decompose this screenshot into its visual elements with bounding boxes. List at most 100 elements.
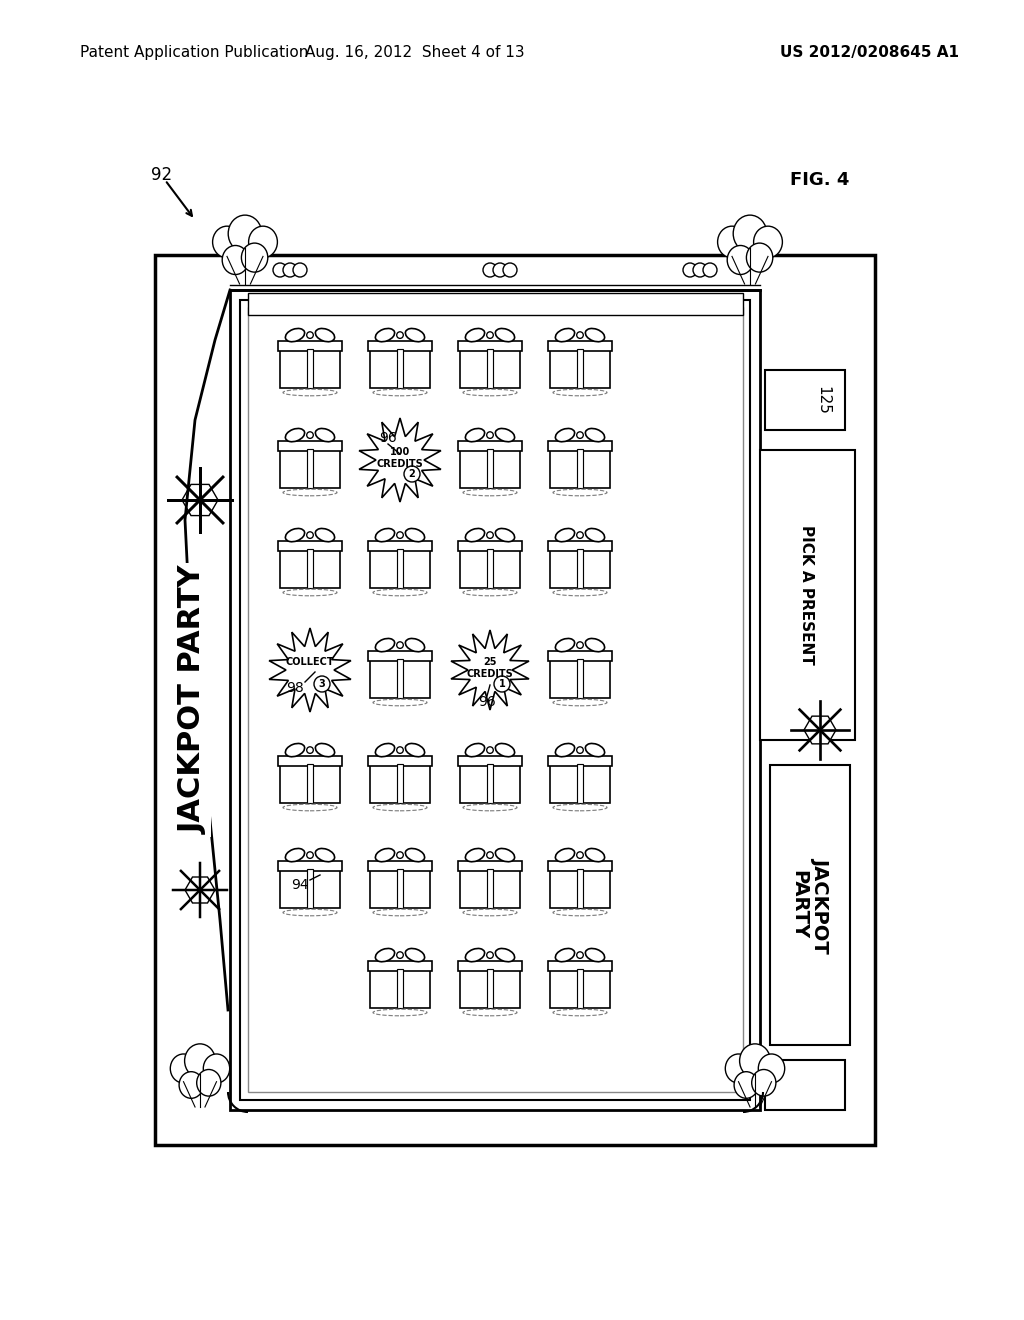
Text: 100: 100	[390, 447, 411, 457]
Bar	[230, 290, 760, 1110]
Bar	[280, 348, 340, 388]
Circle shape	[396, 331, 403, 338]
Ellipse shape	[222, 246, 249, 275]
Ellipse shape	[286, 528, 304, 541]
Bar	[397, 764, 403, 803]
Circle shape	[307, 331, 313, 338]
Bar	[370, 549, 430, 587]
Ellipse shape	[286, 429, 304, 442]
Ellipse shape	[406, 849, 425, 862]
Bar	[577, 449, 583, 487]
Bar	[307, 348, 313, 388]
Circle shape	[307, 532, 313, 539]
Bar	[548, 341, 612, 351]
Circle shape	[273, 263, 287, 277]
Text: Patent Application Publication: Patent Application Publication	[80, 45, 308, 59]
Ellipse shape	[376, 849, 394, 862]
Circle shape	[703, 263, 717, 277]
Ellipse shape	[586, 949, 604, 962]
Text: Aug. 16, 2012  Sheet 4 of 13: Aug. 16, 2012 Sheet 4 of 13	[305, 45, 525, 59]
Ellipse shape	[465, 429, 484, 442]
Ellipse shape	[555, 528, 574, 541]
Circle shape	[577, 532, 584, 539]
Bar	[577, 549, 583, 587]
Bar	[368, 961, 432, 972]
Bar	[370, 348, 430, 388]
Ellipse shape	[496, 429, 515, 442]
Circle shape	[493, 263, 507, 277]
Text: JACKPOT PARTY: JACKPOT PARTY	[178, 566, 208, 834]
Circle shape	[483, 263, 497, 277]
Ellipse shape	[752, 1069, 776, 1096]
Bar	[770, 766, 850, 1045]
Ellipse shape	[315, 329, 335, 342]
Bar	[460, 348, 520, 388]
Bar	[548, 961, 612, 972]
Bar	[368, 756, 432, 766]
Bar	[550, 969, 610, 1007]
Circle shape	[486, 952, 494, 958]
Ellipse shape	[725, 1053, 752, 1082]
Polygon shape	[359, 418, 441, 502]
Polygon shape	[451, 630, 529, 710]
Circle shape	[693, 263, 707, 277]
Bar	[765, 1060, 845, 1110]
Bar	[307, 549, 313, 587]
Bar	[577, 348, 583, 388]
Text: CREDITS: CREDITS	[377, 459, 423, 469]
Text: PICK A PRESENT: PICK A PRESENT	[800, 525, 814, 665]
Ellipse shape	[496, 949, 515, 962]
Ellipse shape	[586, 429, 604, 442]
Circle shape	[683, 263, 697, 277]
Polygon shape	[182, 484, 218, 516]
Ellipse shape	[465, 528, 484, 541]
Bar	[548, 756, 612, 766]
Text: 25: 25	[483, 657, 497, 667]
Ellipse shape	[249, 226, 278, 257]
Bar	[458, 541, 522, 550]
Ellipse shape	[555, 429, 574, 442]
Bar	[548, 441, 612, 451]
Bar	[368, 651, 432, 661]
Bar	[278, 756, 342, 766]
Ellipse shape	[204, 1053, 229, 1082]
Bar	[577, 764, 583, 803]
Circle shape	[396, 952, 403, 958]
Bar	[760, 450, 855, 741]
Ellipse shape	[242, 243, 268, 272]
Ellipse shape	[496, 743, 515, 756]
Circle shape	[577, 432, 584, 438]
Polygon shape	[269, 628, 351, 711]
Bar	[458, 961, 522, 972]
Bar	[487, 969, 493, 1007]
Bar	[370, 969, 430, 1007]
Bar	[397, 659, 403, 697]
Ellipse shape	[406, 639, 425, 652]
Bar	[278, 341, 342, 351]
Ellipse shape	[496, 528, 515, 541]
Bar	[458, 861, 522, 871]
Circle shape	[307, 851, 313, 858]
Ellipse shape	[376, 949, 394, 962]
Bar	[155, 255, 874, 1144]
Ellipse shape	[465, 743, 484, 756]
Bar	[550, 764, 610, 803]
Ellipse shape	[286, 743, 304, 756]
Bar	[278, 441, 342, 451]
Bar	[370, 659, 430, 697]
Circle shape	[307, 747, 313, 754]
Bar	[550, 549, 610, 587]
Ellipse shape	[586, 743, 604, 756]
Bar	[368, 341, 432, 351]
Bar	[278, 861, 342, 871]
Bar	[487, 549, 493, 587]
Ellipse shape	[739, 1044, 770, 1077]
Ellipse shape	[406, 329, 425, 342]
Circle shape	[314, 676, 330, 692]
Bar	[368, 861, 432, 871]
Bar	[460, 969, 520, 1007]
Text: US 2012/0208645 A1: US 2012/0208645 A1	[780, 45, 959, 59]
Bar	[548, 541, 612, 550]
Ellipse shape	[179, 1072, 204, 1098]
Bar	[550, 449, 610, 487]
